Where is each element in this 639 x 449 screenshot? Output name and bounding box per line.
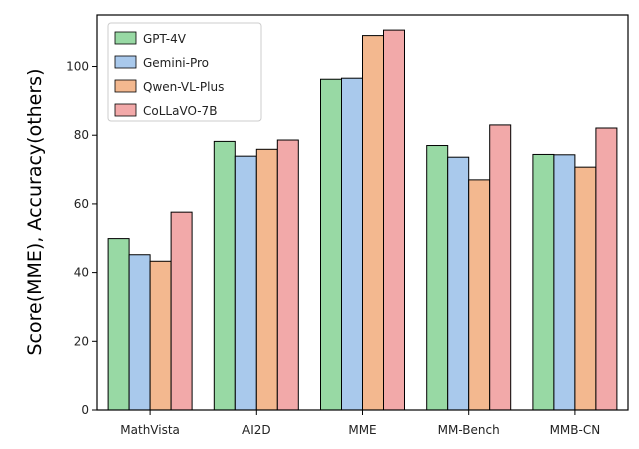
legend-frame [107, 22, 262, 122]
bar-collavo-7b-mme [383, 29, 405, 411]
y-tick-label: 20 [74, 334, 89, 348]
legend-swatch [114, 79, 137, 93]
x-axis: MathVista AI2D MME MM-Bench MMB-CN [120, 410, 600, 437]
legend-swatch [114, 103, 137, 117]
x-tick-label: MM-Bench [438, 423, 500, 437]
bar-gpt-4v-mathvista [107, 238, 130, 411]
bar-collavo-7b-mmb-cn [595, 127, 618, 411]
x-tick-label: MathVista [120, 423, 180, 437]
y-tick-label: 100 [66, 60, 89, 74]
legend-label: CoLLaVO-7B [143, 104, 217, 118]
y-tick-label: 0 [81, 403, 89, 417]
bar-gemini-pro-ai2d [234, 155, 257, 411]
y-tick-label: 40 [74, 266, 89, 280]
bar-collavo-7b-mathvista [170, 211, 193, 411]
bar-gpt-4v-mm-bench [426, 145, 449, 411]
legend-swatch [114, 55, 137, 69]
x-tick-label: MMB-CN [550, 423, 601, 437]
bar-qwen-vl-plus-mathvista [149, 260, 172, 411]
bar-qwen-vl-plus-ai2d [255, 148, 278, 411]
legend-label: Qwen-VL-Plus [143, 80, 224, 94]
bar-gemini-pro-mathvista [128, 254, 151, 411]
y-tick-label: 60 [74, 197, 89, 211]
bar-collavo-7b-ai2d [276, 139, 299, 411]
bar-gpt-4v-mmb-cn [532, 153, 555, 411]
bars-group [107, 29, 618, 411]
legend: GPT-4V Gemini-Pro Qwen-VL-Plus CoLLaVO-7B [107, 22, 262, 122]
bar-qwen-vl-plus-mmb-cn [574, 166, 597, 411]
bar-gpt-4v-mme [320, 78, 342, 411]
y-axis-label: Score(MME), Accuracy(others) [24, 69, 46, 356]
x-tick-label: AI2D [242, 423, 271, 437]
y-axis: 0 20 40 60 80 100 [66, 60, 97, 417]
bar-gemini-pro-mm-bench [447, 156, 470, 411]
bar-qwen-vl-plus-mm-bench [468, 179, 491, 411]
legend-swatch [114, 31, 137, 45]
bar-gemini-pro-mme [341, 77, 363, 411]
legend-label: GPT-4V [143, 32, 187, 46]
x-tick-label: MME [348, 423, 376, 437]
bar-gpt-4v-ai2d [213, 140, 236, 411]
y-tick-label: 80 [74, 128, 89, 142]
legend-label: Gemini-Pro [143, 56, 209, 70]
bar-qwen-vl-plus-mme [362, 35, 384, 411]
bar-collavo-7b-mm-bench [489, 124, 512, 411]
bar-gemini-pro-mmb-cn [553, 154, 576, 411]
